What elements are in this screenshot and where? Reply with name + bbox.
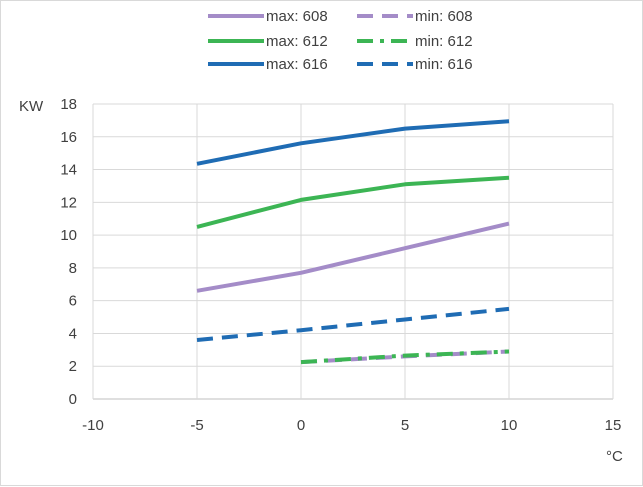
legend-label: max: 616 [266, 56, 328, 73]
y-tick-label: 6 [69, 293, 77, 310]
x-tick-label: 5 [401, 417, 409, 434]
y-tick-label: 18 [60, 96, 77, 113]
x-axis-label: °C [606, 448, 623, 465]
series-line-max-608 [196, 221, 510, 293]
legend: max: 608 min: 608 max: 612 min: 612 max: 616… [208, 8, 473, 73]
axes: 0 2 4 6 8 10 12 14 16 18 -10 -5 0 5 10 15 [60, 96, 621, 434]
legend-label: min: 612 [415, 33, 473, 50]
series-line-max-616 [196, 119, 510, 166]
legend-label: max: 608 [266, 8, 328, 25]
legend-label: min: 608 [415, 8, 473, 25]
y-tick-label: 10 [60, 227, 77, 244]
legend-label: max: 612 [266, 33, 328, 50]
y-tick-label: 14 [60, 162, 77, 179]
x-tick-label: -5 [190, 417, 203, 434]
x-tick-label: -10 [82, 417, 104, 434]
series [196, 119, 510, 365]
series-line-min-612 [300, 349, 510, 365]
series-line-min-616 [196, 306, 510, 342]
x-tick-label: 0 [297, 417, 305, 434]
y-tick-label: 8 [69, 260, 77, 277]
y-tick-label: 2 [69, 358, 77, 375]
y-axis-label: KW [19, 98, 44, 115]
y-tick-label: 12 [60, 194, 77, 211]
gridlines [92, 103, 614, 400]
series-line-max-612 [196, 175, 510, 229]
y-tick-label: 16 [60, 129, 77, 146]
y-tick-label: 4 [69, 325, 77, 342]
y-tick-label: 0 [69, 391, 77, 408]
x-tick-label: 10 [501, 417, 518, 434]
x-tick-label: 15 [605, 417, 622, 434]
legend-label: min: 616 [415, 56, 473, 73]
